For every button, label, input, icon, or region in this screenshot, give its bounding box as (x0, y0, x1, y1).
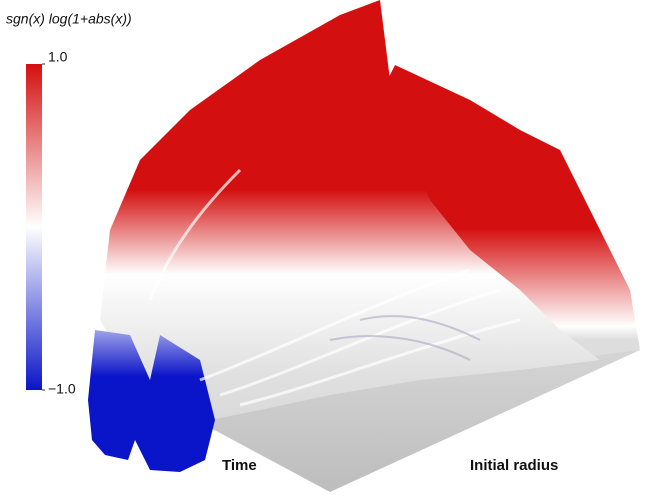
chart: sgn(x) log(1+abs(x)) Time Initial radius… (0, 0, 645, 499)
surface (88, 0, 640, 492)
y-axis-label: Initial radius (470, 457, 558, 474)
colorbar-tick-label: 1.0 (48, 49, 68, 65)
colorbar (26, 64, 42, 390)
chart-title: sgn(x) log(1+abs(x)) (6, 11, 132, 27)
x-axis-label: Time (222, 457, 257, 474)
colorbar-tick-label: −1.0 (48, 381, 76, 397)
